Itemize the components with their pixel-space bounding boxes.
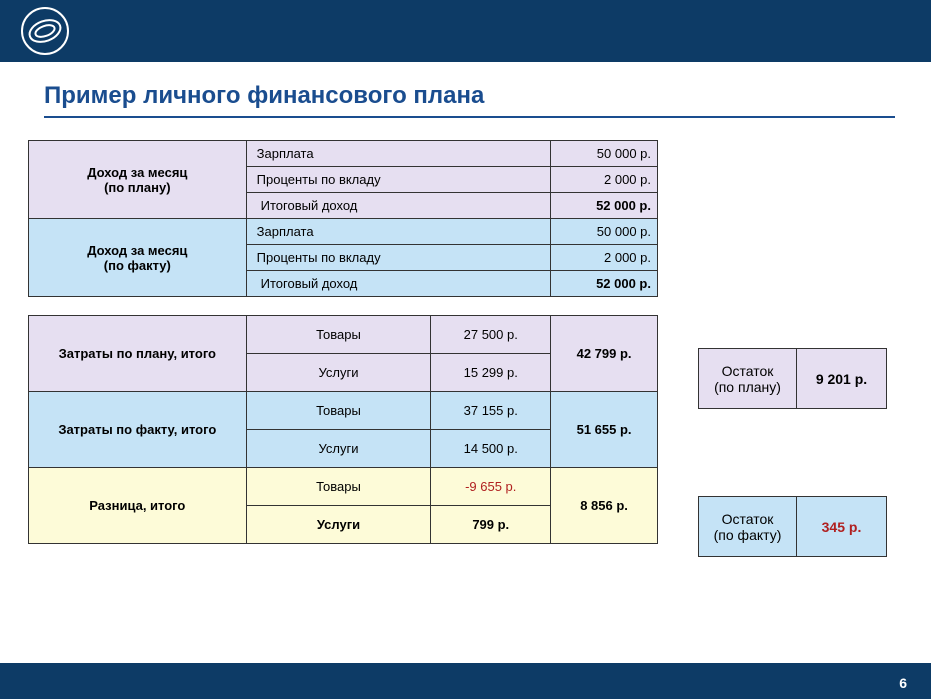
expense-diff-label: Разница, итого xyxy=(29,468,247,544)
expense-plan-serv-label: Услуги xyxy=(246,354,431,392)
expense-diff-goods-val: -9 655 р. xyxy=(431,468,551,506)
expense-plan-goods-label: Товары xyxy=(246,316,431,354)
expense-diff-serv-label: Услуги xyxy=(246,506,431,544)
expense-diff-total: 8 856 р. xyxy=(551,468,658,544)
footer-bar: 6 xyxy=(0,663,931,699)
remainder-plan-val: 9 201 р. xyxy=(797,349,887,409)
expense-fact-serv-val: 14 500 р. xyxy=(431,430,551,468)
income-plan-label: Доход за месяц (по плану) xyxy=(29,141,247,219)
remainder-plan-box: Остаток (по плану) 9 201 р. xyxy=(698,348,887,409)
remainder-fact-label: Остаток (по факту) xyxy=(699,497,797,557)
remainder-fact-box: Остаток (по факту) 345 р. xyxy=(698,496,887,557)
remainder-fact-val: 345 р. xyxy=(797,497,887,557)
remainder-plan-label: Остаток (по плану) xyxy=(699,349,797,409)
expense-diff-serv-val: 799 р. xyxy=(431,506,551,544)
header-bar xyxy=(0,0,931,62)
income-plan-total-val: 52 000 р. xyxy=(551,193,658,219)
income-fact-row-desc: Проценты по вкладу xyxy=(246,245,551,271)
expense-plan-total: 42 799 р. xyxy=(551,316,658,392)
income-fact-label: Доход за месяц (по факту) xyxy=(29,219,247,297)
income-plan-total-desc: Итоговый доход xyxy=(246,193,551,219)
page-number: 6 xyxy=(899,675,907,691)
income-table: Доход за месяц (по плану) Зарплата 50 00… xyxy=(28,140,658,297)
income-plan-row-desc: Проценты по вкладу xyxy=(246,167,551,193)
expense-fact-goods-val: 37 155 р. xyxy=(431,392,551,430)
expense-fact-label: Затраты по факту, итого xyxy=(29,392,247,468)
income-plan-row-val: 50 000 р. xyxy=(551,141,658,167)
title-underline xyxy=(44,116,895,118)
expense-plan-serv-val: 15 299 р. xyxy=(431,354,551,392)
income-fact-row-val: 50 000 р. xyxy=(551,219,658,245)
expense-fact-serv-label: Услуги xyxy=(246,430,431,468)
expense-table: Затраты по плану, итого Товары 27 500 р.… xyxy=(28,315,658,544)
expense-fact-total: 51 655 р. xyxy=(551,392,658,468)
expense-plan-label: Затраты по плану, итого xyxy=(29,316,247,392)
logo-icon xyxy=(20,6,70,56)
income-fact-total-desc: Итоговый доход xyxy=(246,271,551,297)
expense-fact-goods-label: Товары xyxy=(246,392,431,430)
page-title: Пример личного финансового плана xyxy=(44,82,931,110)
income-fact-total-val: 52 000 р. xyxy=(551,271,658,297)
income-fact-row-desc: Зарплата xyxy=(246,219,551,245)
income-fact-row-val: 2 000 р. xyxy=(551,245,658,271)
expense-plan-goods-val: 27 500 р. xyxy=(431,316,551,354)
expense-diff-goods-label: Товары xyxy=(246,468,431,506)
income-plan-row-desc: Зарплата xyxy=(246,141,551,167)
income-plan-row-val: 2 000 р. xyxy=(551,167,658,193)
